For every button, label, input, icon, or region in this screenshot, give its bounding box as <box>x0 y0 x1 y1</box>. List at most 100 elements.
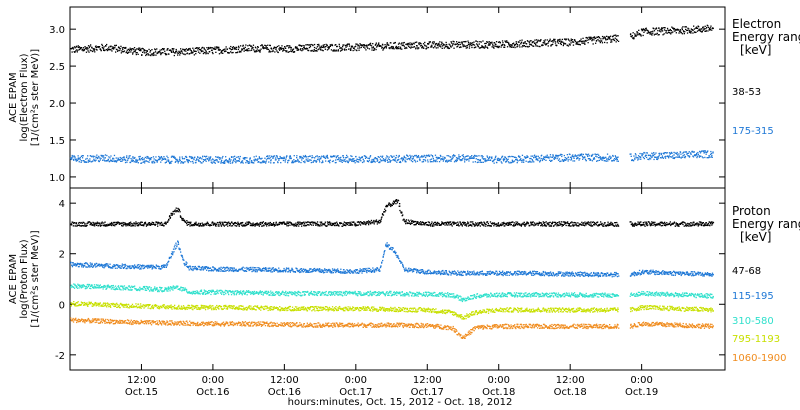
data-point <box>505 161 507 163</box>
data-point <box>661 30 664 32</box>
data-point <box>353 158 355 160</box>
data-point <box>575 224 577 226</box>
data-point <box>164 162 166 164</box>
data-point <box>672 155 674 157</box>
data-point <box>196 158 198 160</box>
data-point <box>203 52 205 54</box>
data-point <box>608 156 610 158</box>
data-point <box>563 160 565 162</box>
data-point <box>675 28 677 31</box>
data-point <box>710 150 712 153</box>
data-point <box>87 263 89 266</box>
data-point <box>175 48 177 51</box>
data-point <box>150 158 152 160</box>
data-point <box>698 221 701 223</box>
data-point <box>238 224 240 226</box>
data-point <box>634 35 636 37</box>
data-point <box>244 49 247 51</box>
data-point <box>87 50 89 52</box>
data-point <box>267 48 269 50</box>
data-point <box>331 160 334 163</box>
data-point <box>395 199 397 201</box>
data-point <box>130 225 132 227</box>
data-point <box>183 157 186 160</box>
data-point <box>401 42 403 44</box>
data-point <box>588 39 590 41</box>
data-point <box>561 155 563 158</box>
data-point <box>146 157 148 159</box>
data-point <box>186 156 188 159</box>
data-point <box>564 221 566 223</box>
data-point <box>138 266 141 268</box>
data-point <box>700 222 702 224</box>
data-point <box>695 153 698 156</box>
data-point <box>318 45 320 47</box>
data-point <box>653 34 655 36</box>
data-point <box>422 156 424 158</box>
data-point <box>319 49 322 51</box>
data-point <box>413 220 415 223</box>
data-point <box>290 48 292 50</box>
data-point <box>207 267 209 270</box>
data-point <box>447 221 449 223</box>
data-point <box>138 224 140 227</box>
data-point <box>225 223 228 226</box>
data-point <box>559 224 561 226</box>
data-point <box>306 48 309 50</box>
data-point <box>505 224 508 226</box>
data-point <box>271 48 273 50</box>
data-point <box>143 267 146 269</box>
data-point <box>502 44 504 46</box>
data-point <box>431 225 434 227</box>
data-point <box>107 48 109 50</box>
data-point <box>470 223 472 226</box>
data-point <box>483 221 485 223</box>
data-point <box>178 247 180 249</box>
data-point <box>698 26 700 28</box>
data-point <box>699 152 702 154</box>
data-point <box>610 156 612 158</box>
data-point <box>290 50 293 53</box>
data-point <box>273 222 275 224</box>
data-point <box>163 48 165 50</box>
data-point <box>119 265 121 267</box>
data-point <box>558 39 560 41</box>
data-point <box>585 224 587 226</box>
data-point <box>167 48 169 50</box>
y-tick-label: 4 <box>59 199 65 210</box>
data-point <box>479 159 481 161</box>
data-point <box>99 222 101 224</box>
data-point <box>209 46 212 49</box>
data-point <box>318 158 320 160</box>
data-point <box>497 225 499 227</box>
series-38-53 <box>69 24 714 57</box>
data-point <box>669 153 671 155</box>
data-point <box>415 223 417 226</box>
data-point <box>605 39 607 41</box>
data-point <box>312 222 314 224</box>
data-point <box>302 222 304 224</box>
data-point <box>184 53 186 56</box>
data-point <box>213 269 215 271</box>
data-point <box>553 225 555 227</box>
data-point <box>269 155 271 157</box>
data-point <box>452 40 454 42</box>
data-point <box>391 47 393 50</box>
data-point <box>105 160 107 162</box>
data-point <box>116 159 119 161</box>
data-point <box>516 224 519 226</box>
data-point <box>172 49 174 51</box>
data-point <box>245 44 247 46</box>
data-point <box>299 157 301 159</box>
data-point <box>125 264 127 267</box>
data-point <box>551 222 553 224</box>
data-point <box>209 225 211 227</box>
data-point <box>151 162 153 164</box>
data-point <box>592 43 594 45</box>
data-point <box>114 225 116 227</box>
data-point <box>452 43 454 45</box>
data-point <box>299 44 301 47</box>
data-point <box>99 48 101 50</box>
data-point <box>193 224 195 226</box>
